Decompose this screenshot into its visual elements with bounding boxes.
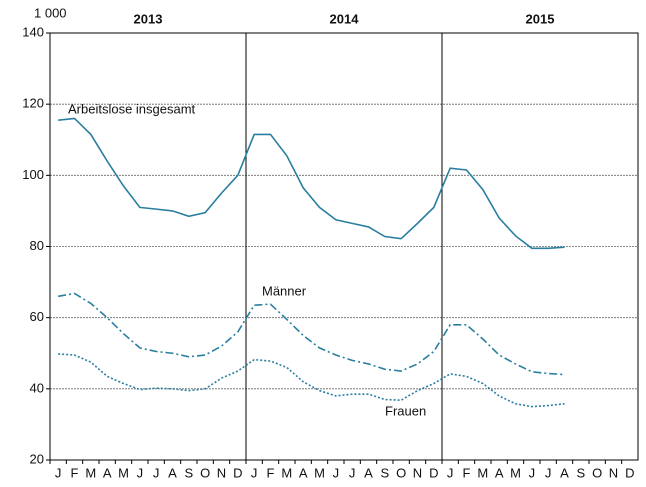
- x-tick-label: O: [592, 465, 602, 480]
- series-line: [58, 353, 565, 408]
- x-tick-label: M: [85, 465, 96, 480]
- x-tick-label: S: [576, 465, 585, 480]
- x-tick-label: A: [168, 465, 177, 480]
- y-tick-label: 80: [30, 238, 44, 253]
- series-label: Arbeitslose insgesamt: [68, 101, 196, 116]
- y-tick-label: 40: [30, 380, 44, 395]
- x-tick-label: A: [560, 465, 569, 480]
- x-tick-label: F: [71, 465, 79, 480]
- x-tick-label: D: [429, 465, 438, 480]
- year-label: 2013: [134, 11, 163, 26]
- x-tick-label: M: [510, 465, 521, 480]
- year-label: 2015: [526, 11, 555, 26]
- y-tick-label: 120: [22, 96, 44, 111]
- x-tick-label: J: [545, 465, 552, 480]
- x-tick-label: A: [364, 465, 373, 480]
- x-tick-label: O: [396, 465, 406, 480]
- x-tick-label: J: [55, 465, 62, 480]
- y-unit-label: 1 000: [34, 5, 67, 20]
- x-tick-label: D: [233, 465, 242, 480]
- x-tick-label: M: [281, 465, 292, 480]
- y-tick-label: 100: [22, 167, 44, 182]
- x-tick-label: O: [200, 465, 210, 480]
- x-tick-label: J: [447, 465, 454, 480]
- x-tick-label: J: [137, 465, 144, 480]
- x-tick-label: F: [463, 465, 471, 480]
- x-tick-label: J: [349, 465, 356, 480]
- x-tick-label: M: [477, 465, 488, 480]
- x-tick-label: S: [184, 465, 193, 480]
- x-tick-label: J: [153, 465, 160, 480]
- x-tick-label: S: [380, 465, 389, 480]
- x-tick-label: M: [314, 465, 325, 480]
- series-line: [58, 117, 565, 250]
- y-tick-label: 60: [30, 309, 44, 324]
- x-tick-label: F: [267, 465, 275, 480]
- y-tick-label: 140: [22, 24, 44, 39]
- x-tick-label: A: [103, 465, 112, 480]
- year-label: 2014: [330, 11, 360, 26]
- series-label: Männer: [262, 283, 307, 298]
- x-tick-label: J: [529, 465, 536, 480]
- x-tick-label: N: [413, 465, 422, 480]
- x-tick-label: A: [299, 465, 308, 480]
- x-tick-label: N: [217, 465, 226, 480]
- x-tick-label: A: [495, 465, 504, 480]
- x-tick-label: M: [118, 465, 129, 480]
- x-tick-label: D: [625, 465, 634, 480]
- x-tick-label: J: [333, 465, 340, 480]
- y-tick-label: 20: [30, 451, 44, 466]
- x-tick-label: N: [609, 465, 618, 480]
- series-line: [58, 292, 565, 376]
- x-tick-label: J: [251, 465, 258, 480]
- series-label: Frauen: [385, 403, 426, 418]
